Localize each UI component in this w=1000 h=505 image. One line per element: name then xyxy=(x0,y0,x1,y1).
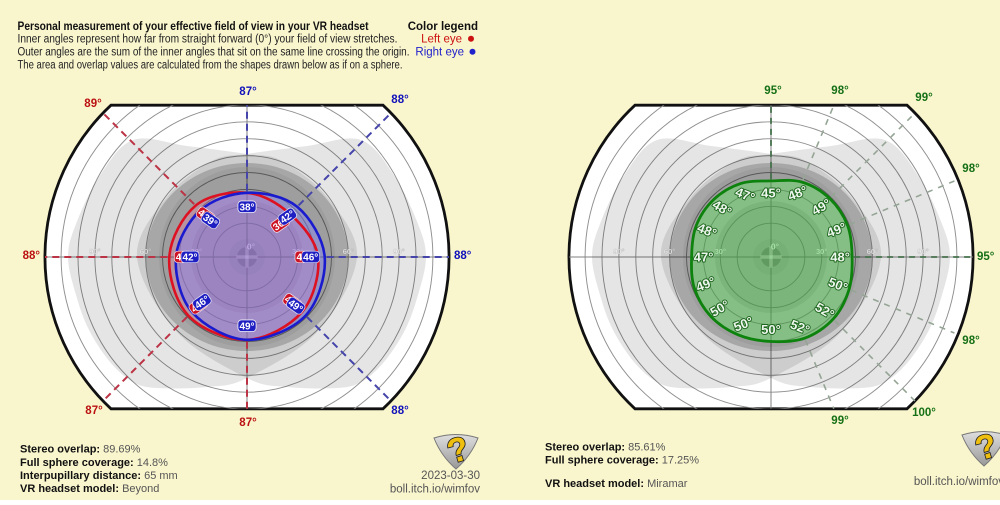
svg-text:VR headset model: Beyond: VR headset model: Beyond xyxy=(20,483,159,495)
svg-text:Stereo overlap: 89.69%: Stereo overlap: 89.69% xyxy=(20,444,141,456)
svg-text:87°: 87° xyxy=(239,86,257,98)
svg-text:95°: 95° xyxy=(977,251,995,263)
svg-text:90°: 90° xyxy=(393,247,404,256)
svg-text:47°: 47° xyxy=(694,250,714,265)
svg-text:Left eye: Left eye xyxy=(421,34,462,46)
svg-text:60°: 60° xyxy=(343,247,354,256)
svg-text:88°: 88° xyxy=(454,250,472,262)
svg-text:0°: 0° xyxy=(771,242,780,252)
svg-text:Full sphere coverage: 14.8%: Full sphere coverage: 14.8% xyxy=(20,457,168,469)
svg-text:2023-03-30: 2023-03-30 xyxy=(421,470,480,482)
svg-text:46°: 46° xyxy=(303,253,318,264)
svg-text:Full sphere coverage: 17.25%: Full sphere coverage: 17.25% xyxy=(545,455,699,467)
svg-text:98°: 98° xyxy=(831,85,849,97)
svg-text:boll.itch.io/wimfov: boll.itch.io/wimfov xyxy=(914,476,1000,488)
svg-text:Inner angles represent how far: Inner angles represent how far from stra… xyxy=(18,34,398,46)
svg-text:60°: 60° xyxy=(664,247,675,256)
svg-text:99°: 99° xyxy=(831,415,849,427)
svg-text:99°: 99° xyxy=(915,92,933,104)
svg-text:Stereo overlap: 85.61%: Stereo overlap: 85.61% xyxy=(545,442,666,454)
svg-text:49°: 49° xyxy=(239,321,254,332)
svg-text:Right eye: Right eye xyxy=(415,47,464,59)
svg-text:Color legend: Color legend xyxy=(408,21,478,33)
svg-text:Interpupillary distance: 65 mm: Interpupillary distance: 65 mm xyxy=(20,470,178,482)
svg-text:0°: 0° xyxy=(247,242,256,252)
svg-text:The area and overlap values ar: The area and overlap values are calculat… xyxy=(18,60,403,72)
svg-text:60°: 60° xyxy=(140,247,151,256)
svg-text:87°: 87° xyxy=(85,405,103,417)
svg-text:95°: 95° xyxy=(764,85,782,97)
svg-text:Outer angles are the sum of th: Outer angles are the sum of the inner an… xyxy=(18,47,410,59)
svg-text:88°: 88° xyxy=(391,94,409,106)
svg-text:60°: 60° xyxy=(867,247,878,256)
svg-text:50°: 50° xyxy=(761,322,781,337)
svg-text:98°: 98° xyxy=(962,335,980,347)
svg-text:98°: 98° xyxy=(962,163,980,175)
svg-text:boll.itch.io/wimfov: boll.itch.io/wimfov xyxy=(390,484,480,496)
svg-text:48°: 48° xyxy=(830,250,850,265)
svg-text:90°: 90° xyxy=(917,247,928,256)
svg-text:90°: 90° xyxy=(89,247,100,256)
svg-text:100°: 100° xyxy=(912,407,936,419)
svg-text:VR headset model: Miramar: VR headset model: Miramar xyxy=(545,478,688,490)
svg-text:88°: 88° xyxy=(391,405,409,417)
svg-text:42°: 42° xyxy=(182,253,197,264)
svg-text:Personal measurement of your e: Personal measurement of your effective f… xyxy=(18,21,369,33)
svg-text:90°: 90° xyxy=(613,247,624,256)
svg-text:45°: 45° xyxy=(761,185,781,200)
svg-text:87°: 87° xyxy=(239,417,257,429)
svg-text:88°: 88° xyxy=(23,250,41,262)
svg-text:30°: 30° xyxy=(715,247,726,256)
svg-text:30°: 30° xyxy=(816,247,827,256)
svg-text:89°: 89° xyxy=(84,98,102,110)
svg-text:38°: 38° xyxy=(239,202,254,213)
